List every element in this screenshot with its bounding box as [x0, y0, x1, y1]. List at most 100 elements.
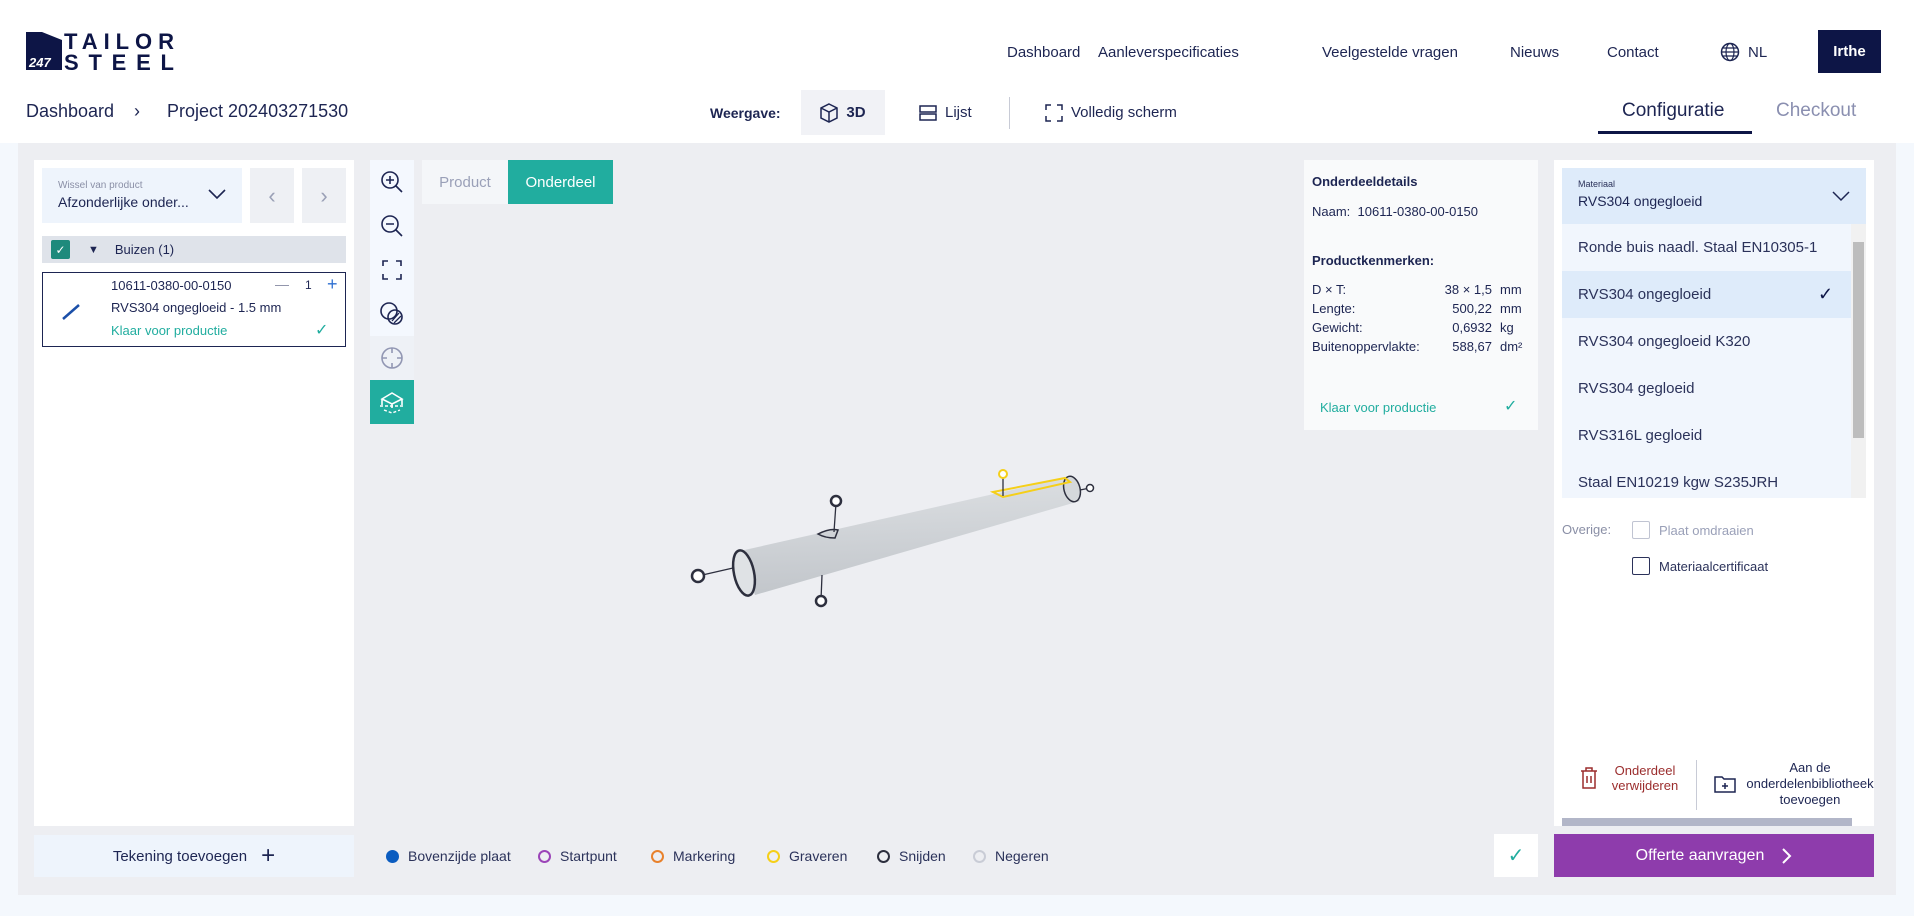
prop-value: 500,22 — [1452, 301, 1492, 316]
material-select[interactable]: Materiaal RVS304 ongegloeid — [1562, 168, 1866, 224]
decrease-qty-button[interactable]: — — [275, 276, 289, 292]
engrave-handle[interactable] — [998, 469, 1008, 479]
prop-label: Buitenoppervlakte: — [1312, 339, 1420, 354]
divider — [1696, 760, 1697, 810]
active-step-indicator — [1598, 131, 1752, 134]
marker-handle[interactable] — [814, 594, 828, 608]
chevron-down-icon — [1832, 191, 1850, 202]
prop-value: 588,67 — [1452, 339, 1492, 354]
nav-aanleverspecificaties[interactable]: Aanleverspecificaties — [1098, 44, 1239, 61]
view-3d-label: 3D — [846, 104, 866, 121]
step-checkout[interactable]: Checkout — [1776, 100, 1857, 121]
prop-unit: dm² — [1500, 339, 1523, 354]
legend-negeren: Negeren — [973, 848, 1049, 864]
tab-product[interactable]: Product — [422, 160, 508, 204]
view-3d-button[interactable]: 3D — [801, 90, 885, 135]
header: 247 TAILOR STEEL Dashboard Aanleverspeci… — [0, 0, 1914, 143]
marker-handle[interactable] — [829, 494, 843, 508]
logo[interactable]: 247 TAILOR STEEL — [26, 30, 178, 72]
center-button[interactable] — [370, 336, 414, 380]
marker-handle[interactable] — [1085, 483, 1095, 493]
nav-dashboard[interactable]: Dashboard — [1007, 44, 1081, 61]
tab-onderdeel[interactable]: Onderdeel — [508, 160, 613, 204]
part-status: Klaar voor productie — [111, 323, 228, 338]
material-option[interactable]: RVS316L gegloeid — [1578, 427, 1703, 444]
part-list-item[interactable]: 10611-0380-00-0150 — 1 + RVS304 ongegloe… — [42, 272, 346, 347]
legend-dot — [651, 849, 664, 863]
group-row-buizen[interactable]: ✓ ▼ Buizen (1) — [42, 236, 346, 263]
delete-part-button[interactable]: Onderdeel verwijderen — [1580, 763, 1680, 793]
fit-view-icon — [382, 260, 402, 280]
material-option-selected[interactable]: RVS304 ongegloeid ✓ — [1562, 271, 1866, 318]
delete-part-label: Onderdeel verwijderen — [1611, 763, 1679, 793]
legend-label: Negeren — [995, 848, 1049, 864]
prop-unit: mm — [1500, 301, 1522, 316]
crosshair-icon — [381, 347, 403, 369]
view-list-button[interactable]: Lijst — [919, 90, 972, 135]
confirm-button[interactable]: ✓ — [1494, 834, 1538, 877]
flip-plate-checkbox[interactable] — [1632, 521, 1650, 539]
chevron-left-icon: ‹ — [268, 182, 276, 208]
legend-dot — [767, 849, 780, 863]
top-side-view-button[interactable] — [370, 380, 414, 424]
prop-label: D × T: — [1312, 282, 1347, 297]
caret-down-icon[interactable]: ▼ — [88, 243, 99, 256]
material-value: RVS304 ongegloeid — [1578, 193, 1703, 209]
zoom-in-button[interactable] — [370, 160, 414, 204]
prop-value: 0,6932 — [1452, 320, 1492, 335]
part-material: RVS304 ongegloeid - 1.5 mm — [111, 300, 282, 315]
scrollbar-thumb[interactable] — [1853, 242, 1864, 438]
increase-qty-button[interactable]: + — [327, 274, 338, 294]
nav-nieuws[interactable]: Nieuws — [1510, 44, 1560, 61]
scrollbar[interactable] — [1851, 224, 1866, 498]
breadcrumb-chevron-icon: › — [134, 101, 140, 121]
flip-plate-label: Plaat omdraaien — [1659, 522, 1754, 538]
marker-handle[interactable] — [690, 568, 706, 584]
user-button[interactable]: Irthe — [1818, 30, 1881, 73]
previous-part-button[interactable]: ‹ — [250, 168, 294, 223]
certificate-option[interactable]: Materiaalcertificaat — [1632, 557, 1768, 575]
trash-icon — [1581, 767, 1597, 789]
legend-startpunt: Startpunt — [538, 848, 617, 864]
language-selector[interactable]: NL — [1720, 42, 1767, 62]
add-to-library-button[interactable]: Aan de onderdelenbibliotheek toevoegen — [1714, 760, 1874, 808]
nav-faq[interactable]: Veelgestelde vragen — [1322, 44, 1458, 61]
material-option[interactable]: RVS304 gegloeid — [1578, 380, 1695, 397]
add-drawing-button[interactable]: Tekening toevoegen + — [34, 835, 354, 877]
product-switch-dropdown[interactable]: Wissel van product Afzonderlijke onder..… — [42, 168, 242, 223]
quantity-value[interactable]: 1 — [305, 278, 312, 292]
certificate-checkbox[interactable] — [1632, 557, 1650, 575]
legend-snijden: Snijden — [877, 848, 946, 864]
check-icon: ✓ — [1818, 284, 1834, 304]
next-part-button[interactable]: › — [302, 168, 346, 223]
certificate-label: Materiaalcertificaat — [1659, 558, 1769, 574]
material-option[interactable]: RVS304 ongegloeid K320 — [1578, 333, 1751, 350]
check-icon: ✓ — [1507, 845, 1525, 867]
zoom-out-button[interactable] — [370, 204, 414, 248]
step-configuratie[interactable]: Configuratie — [1622, 100, 1725, 121]
fit-view-button[interactable] — [370, 248, 414, 292]
group-checkbox[interactable]: ✓ — [51, 240, 70, 259]
chevron-down-icon — [208, 189, 226, 200]
horizontal-scrollbar[interactable] — [1562, 818, 1852, 826]
legend-dot — [538, 849, 551, 863]
view-list-label: Lijst — [945, 104, 972, 121]
option-label: RVS304 ongegloeid — [1578, 286, 1712, 303]
material-option[interactable]: Ronde buis naadl. Staal EN10305-1 — [1578, 239, 1818, 256]
section-view-button[interactable] — [370, 292, 414, 336]
3d-pipe-viewer[interactable] — [660, 440, 1120, 620]
pipe-start-cut — [731, 549, 757, 597]
request-quote-button[interactable]: Offerte aanvragen — [1554, 834, 1874, 877]
breadcrumb-dashboard[interactable]: Dashboard — [26, 101, 115, 121]
fullscreen-button[interactable]: Volledig scherm — [1045, 90, 1177, 135]
part-name-value: 10611-0380-00-0150 — [1357, 204, 1479, 219]
zoom-out-icon — [381, 215, 403, 237]
fullscreen-icon — [1045, 103, 1063, 122]
prop-label: Lengte: — [1312, 301, 1356, 316]
nav-contact[interactable]: Contact — [1607, 44, 1659, 61]
engraving-outline — [989, 476, 1073, 499]
check-icon: ✓ — [315, 322, 329, 339]
legend-markering: Markering — [651, 848, 735, 864]
material-option[interactable]: Staal EN10219 kgw S235JRH — [1578, 474, 1779, 491]
flip-plate-option[interactable]: Plaat omdraaien — [1632, 521, 1754, 539]
